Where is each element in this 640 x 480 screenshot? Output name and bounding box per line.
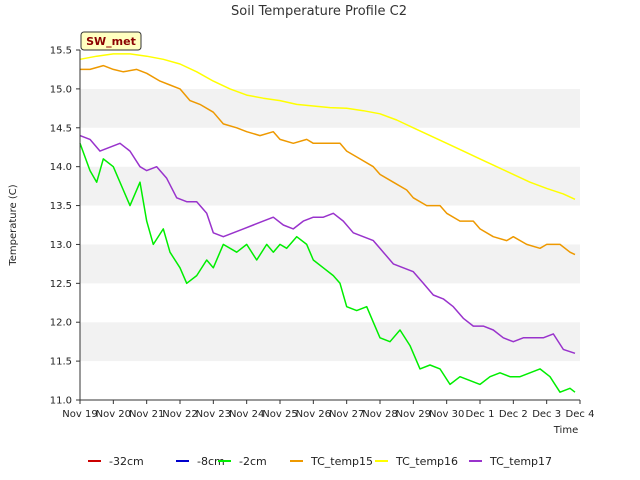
legend-label: -2cm — [239, 454, 267, 468]
grid-band — [80, 205, 580, 245]
series-line-2cm — [79, 143, 576, 393]
grid-band — [80, 127, 580, 167]
x-tick-label: Nov 30 — [429, 409, 464, 420]
y-ticks: 11.0 11.5 12.0 12.5 13.0 13.5 14.0 14.5 15.0 15.5 — [50, 46, 80, 407]
grid-band — [80, 361, 580, 400]
legend-label: TC_temp16 — [396, 454, 459, 468]
legend-item: TC_temp16 — [375, 452, 458, 470]
grid-bands — [80, 50, 580, 400]
x-tick-label: Nov 27 — [329, 409, 364, 420]
station-badge-box — [80, 31, 142, 51]
x-tick-label: Nov 22 — [162, 409, 197, 420]
legend-item: -8cm — [176, 452, 225, 470]
y-tick-label: 11.5 — [50, 357, 72, 368]
y-tick-label: 14.0 — [50, 162, 72, 173]
x-tick-label: Dec 1 — [466, 409, 495, 420]
x-tick-label: Dec 3 — [532, 409, 561, 420]
series-line-tc-temp15 — [80, 64, 576, 256]
y-tick-label: 12.0 — [50, 318, 72, 329]
legend-swatch — [176, 460, 189, 462]
x-axis-label: Time — [553, 425, 578, 436]
x-tick-label: Nov 28 — [362, 409, 397, 420]
y-tick-label: 12.5 — [50, 279, 72, 290]
x-tick-label: Dec 2 — [499, 409, 528, 420]
grid-band — [80, 50, 580, 89]
legend-label: -32cm — [109, 454, 144, 468]
axes — [79, 50, 580, 401]
grid-band — [80, 244, 580, 284]
y-tick-label: 13.5 — [50, 201, 72, 212]
x-tick-label: Dec 4 — [566, 409, 595, 420]
legend-swatch — [375, 460, 388, 462]
x-tick-label: Nov 19 — [62, 409, 97, 420]
series-lines — [79, 53, 576, 393]
legend-swatch — [290, 460, 303, 462]
station-badge: SW_met — [80, 31, 142, 51]
x-tick-label: Nov 29 — [396, 409, 431, 420]
x-tick-label: Nov 23 — [196, 409, 231, 420]
x-tick-label: Nov 20 — [96, 409, 131, 420]
y-tick-label: 15.0 — [50, 84, 72, 95]
y-axis-label: Temperature (C) — [8, 184, 19, 266]
x-tick-label: Nov 25 — [262, 409, 297, 420]
legend-label: TC_temp17 — [490, 454, 553, 468]
legend-label: TC_temp15 — [311, 454, 374, 468]
legend-item: -2cm — [218, 452, 267, 470]
legend-item: TC_temp17 — [469, 452, 552, 470]
legend-label: -8cm — [197, 454, 225, 468]
legend-swatch — [218, 460, 231, 462]
y-tick-label: 15.5 — [50, 46, 72, 57]
y-tick-label: 13.0 — [50, 240, 72, 251]
legend-item: -32cm — [88, 452, 144, 470]
y-tick-label: 14.5 — [50, 123, 72, 134]
chart-title: Soil Temperature Profile C2 — [231, 4, 407, 19]
chart-legend: -32cm -8cm -2cm TC_temp15 TC_temp16 TC_temp17 — [0, 452, 640, 470]
x-tick-label: Nov 21 — [129, 409, 164, 420]
legend-item: TC_temp15 — [290, 452, 373, 470]
series-line-tc-temp16 — [79, 53, 576, 200]
legend-swatch — [469, 460, 482, 462]
series-line-tc-temp17 — [79, 134, 576, 355]
legend-swatch — [88, 460, 101, 462]
station-badge-label: SW_met — [86, 35, 136, 48]
x-tick-label: Nov 24 — [229, 409, 264, 420]
grid-band — [80, 322, 580, 362]
x-tick-label: Nov 26 — [296, 409, 331, 420]
y-tick-label: 11.0 — [50, 396, 72, 407]
grid-band — [80, 166, 580, 206]
grid-band — [80, 283, 580, 323]
